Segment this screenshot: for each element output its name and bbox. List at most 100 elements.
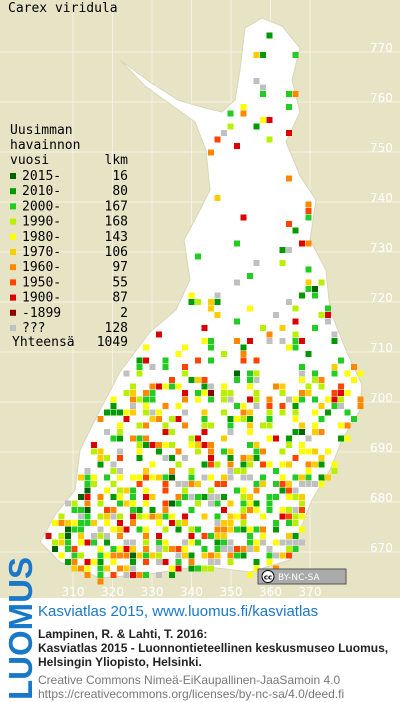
- record-square: [266, 136, 273, 143]
- legend-count: 143: [105, 230, 128, 245]
- record-square: [240, 494, 247, 500]
- legend-count: 55: [112, 275, 128, 290]
- record-square: [195, 390, 201, 396]
- record-square: [78, 526, 84, 533]
- x-grid-label: 320: [101, 585, 124, 599]
- record-square: [234, 513, 240, 520]
- record-square: [97, 448, 104, 455]
- record-square: [117, 500, 123, 507]
- record-square: [312, 409, 318, 416]
- record-square: [279, 552, 286, 559]
- record-square: [240, 552, 247, 559]
- record-square: [175, 383, 182, 390]
- record-square: [305, 461, 312, 468]
- record-square: [91, 539, 97, 546]
- record-square: [162, 422, 169, 429]
- record-square: [253, 396, 260, 403]
- record-square: [162, 559, 169, 565]
- record-square: [221, 526, 227, 533]
- legend-count-heading: lkm: [105, 153, 129, 168]
- legend-swatch: [10, 264, 16, 271]
- record-square: [201, 338, 208, 344]
- records: [45, 32, 364, 585]
- record-square: [110, 435, 117, 442]
- record-square: [91, 533, 97, 539]
- record-square: [188, 442, 195, 448]
- record-square: [292, 416, 299, 422]
- record-square: [227, 448, 234, 455]
- record-square: [234, 370, 240, 377]
- record-square: [299, 422, 305, 429]
- record-square: [175, 552, 182, 559]
- record-square: [234, 468, 240, 474]
- record-square: [201, 461, 208, 468]
- record-square: [195, 448, 201, 455]
- record-square: [156, 474, 162, 481]
- record-square: [240, 474, 247, 481]
- record-square: [136, 474, 143, 481]
- record-square: [299, 526, 305, 533]
- legend-label: 1980-: [22, 230, 61, 245]
- record-square: [208, 442, 214, 448]
- legend-count: 168: [105, 215, 128, 230]
- record-square: [110, 481, 117, 487]
- record-square: [331, 331, 338, 338]
- record-square: [65, 539, 71, 546]
- legend-swatch: [10, 309, 16, 316]
- record-square: [279, 507, 286, 513]
- record-square: [266, 507, 273, 513]
- record-square: [104, 455, 110, 461]
- record-square: [188, 481, 195, 487]
- record-square: [286, 461, 292, 468]
- record-square: [292, 487, 299, 494]
- legend-swatch: [10, 233, 16, 240]
- record-square: [305, 279, 312, 286]
- record-square: [253, 123, 260, 130]
- record-square: [188, 559, 195, 565]
- record-square: [208, 383, 214, 390]
- record-square: [175, 351, 182, 357]
- record-square: [110, 396, 117, 403]
- record-square: [240, 344, 247, 351]
- record-square: [292, 520, 299, 526]
- record-square: [110, 559, 117, 565]
- record-square: [97, 578, 104, 585]
- record-square: [143, 435, 149, 442]
- record-square: [156, 539, 162, 546]
- record-square: [227, 468, 234, 474]
- y-grid-label: 740: [370, 191, 393, 205]
- record-square: [318, 403, 325, 409]
- record-square: [195, 500, 201, 507]
- record-square: [97, 513, 104, 520]
- record-square: [305, 390, 312, 396]
- record-square: [312, 448, 318, 455]
- record-square: [266, 559, 273, 565]
- record-square: [338, 357, 344, 364]
- record-square: [201, 494, 208, 500]
- record-square: [52, 539, 58, 546]
- record-square: [123, 487, 130, 494]
- badge-icon: cc: [264, 574, 272, 582]
- record-square: [175, 403, 182, 409]
- record-square: [97, 559, 104, 565]
- legend-swatch: [10, 325, 16, 331]
- record-square: [78, 474, 84, 481]
- record-square: [195, 565, 201, 572]
- record-square: [234, 487, 240, 494]
- record-square: [247, 546, 253, 552]
- record-square: [214, 500, 221, 507]
- record-square: [182, 344, 188, 351]
- record-square: [344, 422, 351, 429]
- record-square: [117, 474, 123, 481]
- record-square: [279, 409, 286, 416]
- record-square: [234, 338, 240, 344]
- record-square: [286, 221, 292, 227]
- record-square: [123, 539, 130, 546]
- record-square: [130, 520, 136, 526]
- record-square: [338, 383, 344, 390]
- record-square: [110, 552, 117, 559]
- record-square: [65, 533, 71, 539]
- record-square: [260, 52, 266, 58]
- record-square: [279, 487, 286, 494]
- record-square: [149, 364, 156, 370]
